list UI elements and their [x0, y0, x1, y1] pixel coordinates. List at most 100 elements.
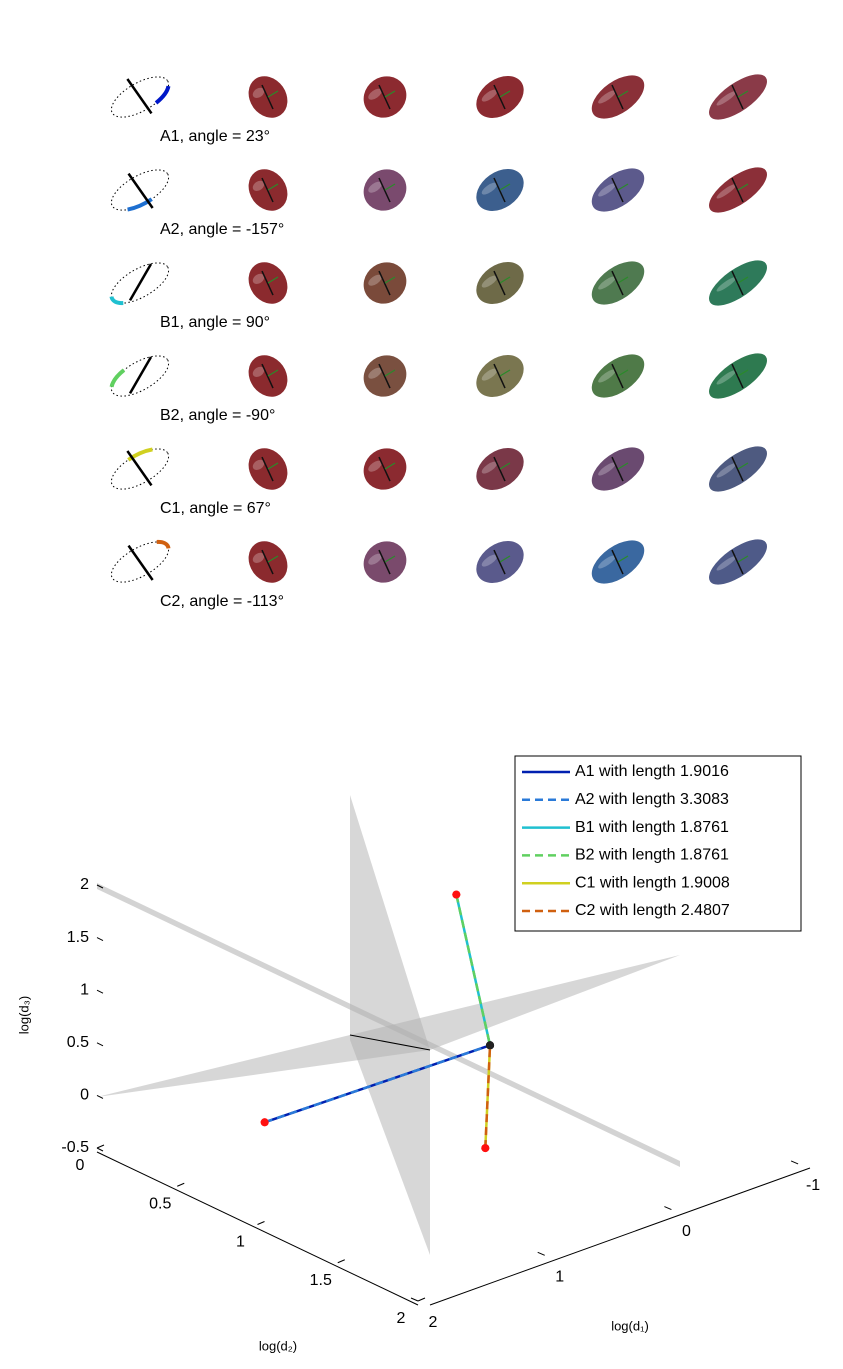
axis-mark [384, 462, 396, 470]
axis-mark [493, 549, 506, 575]
x-tick-label: 0 [682, 1223, 691, 1240]
axis-mark [731, 177, 744, 203]
z-tick [96, 1042, 104, 1047]
highlight [598, 276, 616, 290]
arc [127, 447, 153, 462]
highlight [481, 275, 498, 288]
arrow [127, 544, 154, 581]
line [264, 1044, 491, 1124]
arrow [127, 172, 154, 209]
axis-mark [617, 369, 629, 377]
axis-mark [267, 462, 279, 470]
axis-mark [267, 555, 279, 563]
z-axis-label: log(d₃) [16, 996, 31, 1035]
row: C2, angle = -113° [110, 539, 767, 610]
plane [350, 795, 430, 1255]
axis-mark [611, 456, 624, 482]
highlight [716, 463, 737, 478]
axis-mark [261, 177, 274, 203]
highlight [598, 90, 616, 104]
highlight [252, 180, 265, 191]
z-tick-label: 1.5 [67, 929, 89, 946]
axis-mark [493, 363, 506, 389]
line [484, 1045, 492, 1149]
axis-mark [617, 555, 629, 563]
z-tick [96, 1094, 104, 1099]
axis-mark [493, 84, 506, 110]
highlight [368, 553, 382, 565]
y-tick-label: 0.5 [149, 1195, 171, 1212]
row-label: A2, angle = -157° [160, 221, 284, 238]
y-tick-label: 0 [76, 1157, 85, 1174]
axis-mark [499, 369, 511, 377]
highlight [252, 459, 265, 470]
axis-mark [378, 456, 391, 482]
axis-mark [737, 462, 749, 470]
row-label: B2, angle = -90° [160, 407, 275, 424]
axis-mark [261, 270, 274, 296]
axis-mark [378, 549, 391, 575]
arc [109, 296, 124, 306]
legend [514, 755, 802, 932]
plane [97, 955, 680, 1097]
axis-mark [384, 369, 396, 377]
axis-mark [267, 183, 279, 191]
x-tick-label: -1 [806, 1177, 820, 1194]
z-tick-label: 2 [80, 876, 89, 893]
arc [127, 197, 153, 212]
start-point [260, 1118, 269, 1127]
axis-mark [731, 363, 744, 389]
y-axis [96, 1151, 419, 1306]
highlight [481, 461, 498, 474]
z-tick [96, 884, 104, 889]
axis-mark [384, 183, 396, 191]
highlight [598, 369, 616, 383]
row: B1, angle = 90° [109, 260, 767, 331]
axis-mark [384, 276, 396, 284]
highlight [368, 274, 382, 286]
x-tick [790, 1160, 799, 1165]
highlight [598, 183, 616, 197]
axis-mark [267, 90, 279, 98]
x-tick [664, 1206, 672, 1211]
axis-mark [611, 363, 624, 389]
z-tick [96, 1147, 104, 1152]
axis-mark [499, 462, 511, 470]
axis-mark [737, 555, 749, 563]
orbit [110, 262, 170, 304]
axis-mark [617, 183, 629, 191]
arc [154, 85, 171, 105]
highlight [716, 370, 737, 385]
row-label: C1, angle = 67° [160, 500, 271, 517]
y-axis-label: log(d₂) [259, 1338, 297, 1353]
highlight [716, 91, 737, 106]
z-tick-label: 0 [80, 1087, 89, 1104]
legend-label: A1 with length 1.9016 [575, 763, 729, 780]
row-label: A1, angle = 23° [160, 128, 270, 145]
y-tick-label: 2 [397, 1310, 406, 1327]
axis-mark [731, 456, 744, 482]
y-tick [337, 1259, 345, 1264]
highlight [598, 555, 616, 569]
axis-mark [499, 555, 511, 563]
z-tick-label: 0.5 [67, 1034, 89, 1051]
axis-mark [737, 183, 749, 191]
axis-mark [261, 456, 274, 482]
arc [109, 368, 126, 388]
row: A1, angle = 23° [110, 74, 767, 145]
axis-mark [261, 549, 274, 575]
arrow [128, 263, 153, 301]
x-axis [429, 1167, 811, 1306]
legend-label: B1 with length 1.8761 [575, 819, 729, 836]
axis-mark [617, 276, 629, 284]
y-tick [417, 1297, 426, 1302]
row-label: B1, angle = 90° [160, 314, 270, 331]
planes [97, 795, 680, 1255]
axis-mark [493, 456, 506, 482]
axis-mark [499, 90, 511, 98]
axis-mark [378, 270, 391, 296]
axis-mark [617, 90, 629, 98]
start-point [452, 890, 461, 899]
highlight [252, 366, 265, 377]
